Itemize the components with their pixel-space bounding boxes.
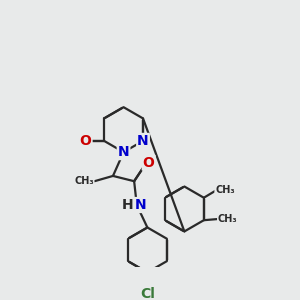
Text: O: O (143, 156, 154, 170)
Text: N: N (135, 198, 147, 212)
Text: N: N (118, 145, 129, 159)
Text: O: O (80, 134, 92, 148)
Text: N: N (137, 134, 149, 148)
Text: CH₃: CH₃ (215, 185, 235, 195)
Text: CH₃: CH₃ (74, 176, 94, 186)
Text: Cl: Cl (140, 286, 155, 300)
Text: CH₃: CH₃ (218, 214, 237, 224)
Text: H: H (122, 198, 133, 212)
